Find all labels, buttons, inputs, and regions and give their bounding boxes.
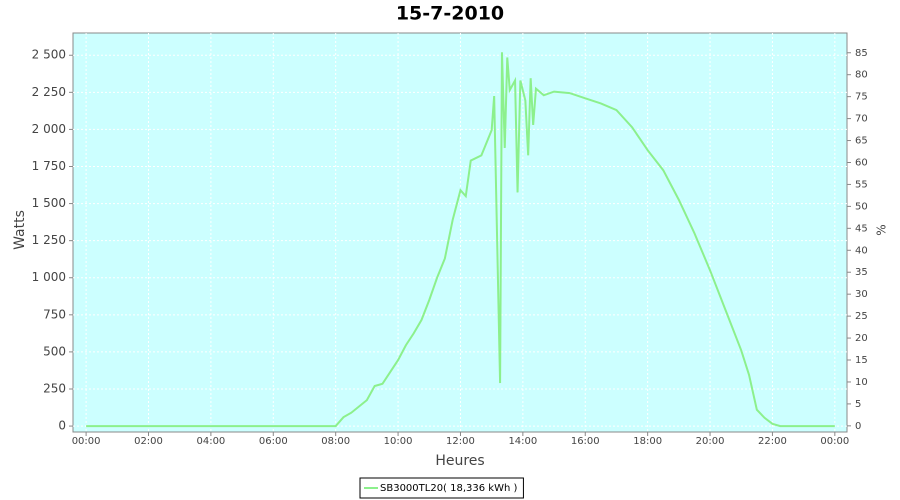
y2-tick-label: 35 [855,267,868,278]
y2-tick-label: 50 [855,201,868,212]
y2-tick-label: 65 [855,136,868,147]
legend: SB3000TL20( 18,336 kWh ) [359,477,524,499]
y-tick-label: 2 000 [32,122,66,136]
x-tick-label: 02:00 [134,436,163,447]
x-tick-label: 16:00 [571,436,600,447]
y2-tick-label: 30 [855,289,868,300]
x-tick-label: 00:00 [72,436,101,447]
y2-axis-label: % [875,224,889,235]
y2-tick-label: 20 [855,333,868,344]
x-tick-label: 20:00 [696,436,725,447]
y-tick-label: 2 500 [32,48,66,62]
y-tick-label: 0 [58,419,66,433]
y-tick-label: 1 000 [32,270,66,284]
y2-tick-label: 40 [855,245,868,256]
legend-box [359,477,524,499]
y2-tick-label: 10 [855,377,868,388]
y-tick-label: 1 500 [32,196,66,210]
chart-title: 15-7-2010 [396,3,504,25]
y2-tick-label: 25 [855,311,868,322]
y-tick-label: 1 750 [32,159,66,173]
y2-tick-label: 55 [855,179,868,190]
y-axis-label: Watts [12,210,28,250]
y-tick-label: 750 [43,307,66,321]
line-series [86,52,835,428]
x-tick-label: 12:00 [446,436,475,447]
legend-label: SB3000TL20( 18,336 kWh ) [380,483,518,494]
y2-tick-label: 45 [855,223,868,234]
y-tick-label: 1 250 [32,233,66,247]
y2-tick-label: 15 [855,355,868,366]
x-tick-label: 04:00 [196,436,225,447]
y2-tick-label: 0 [855,421,861,432]
x-tick-label: 08:00 [321,436,350,447]
x-tick-label: 14:00 [508,436,537,447]
x-axis-label: Heures [435,453,484,469]
y-tick-label: 2 250 [32,85,66,99]
y2-tick-label: 5 [855,399,861,410]
y2-tick-label: 60 [855,157,868,168]
x-tick-label: 22:00 [758,436,787,447]
y2-tick-label: 70 [855,114,868,125]
x-tick-label: 18:00 [633,436,662,447]
x-tick-label: 10:00 [384,436,413,447]
y2-tick-label: 85 [855,48,868,59]
y-tick-label: 500 [43,344,66,358]
x-tick-label: 00:00 [820,436,849,447]
x-tick-label: 06:00 [259,436,288,447]
plot-area [72,32,848,433]
y2-tick-label: 75 [855,92,868,103]
y-tick-label: 250 [43,381,66,395]
y2-tick-label: 80 [855,70,868,81]
